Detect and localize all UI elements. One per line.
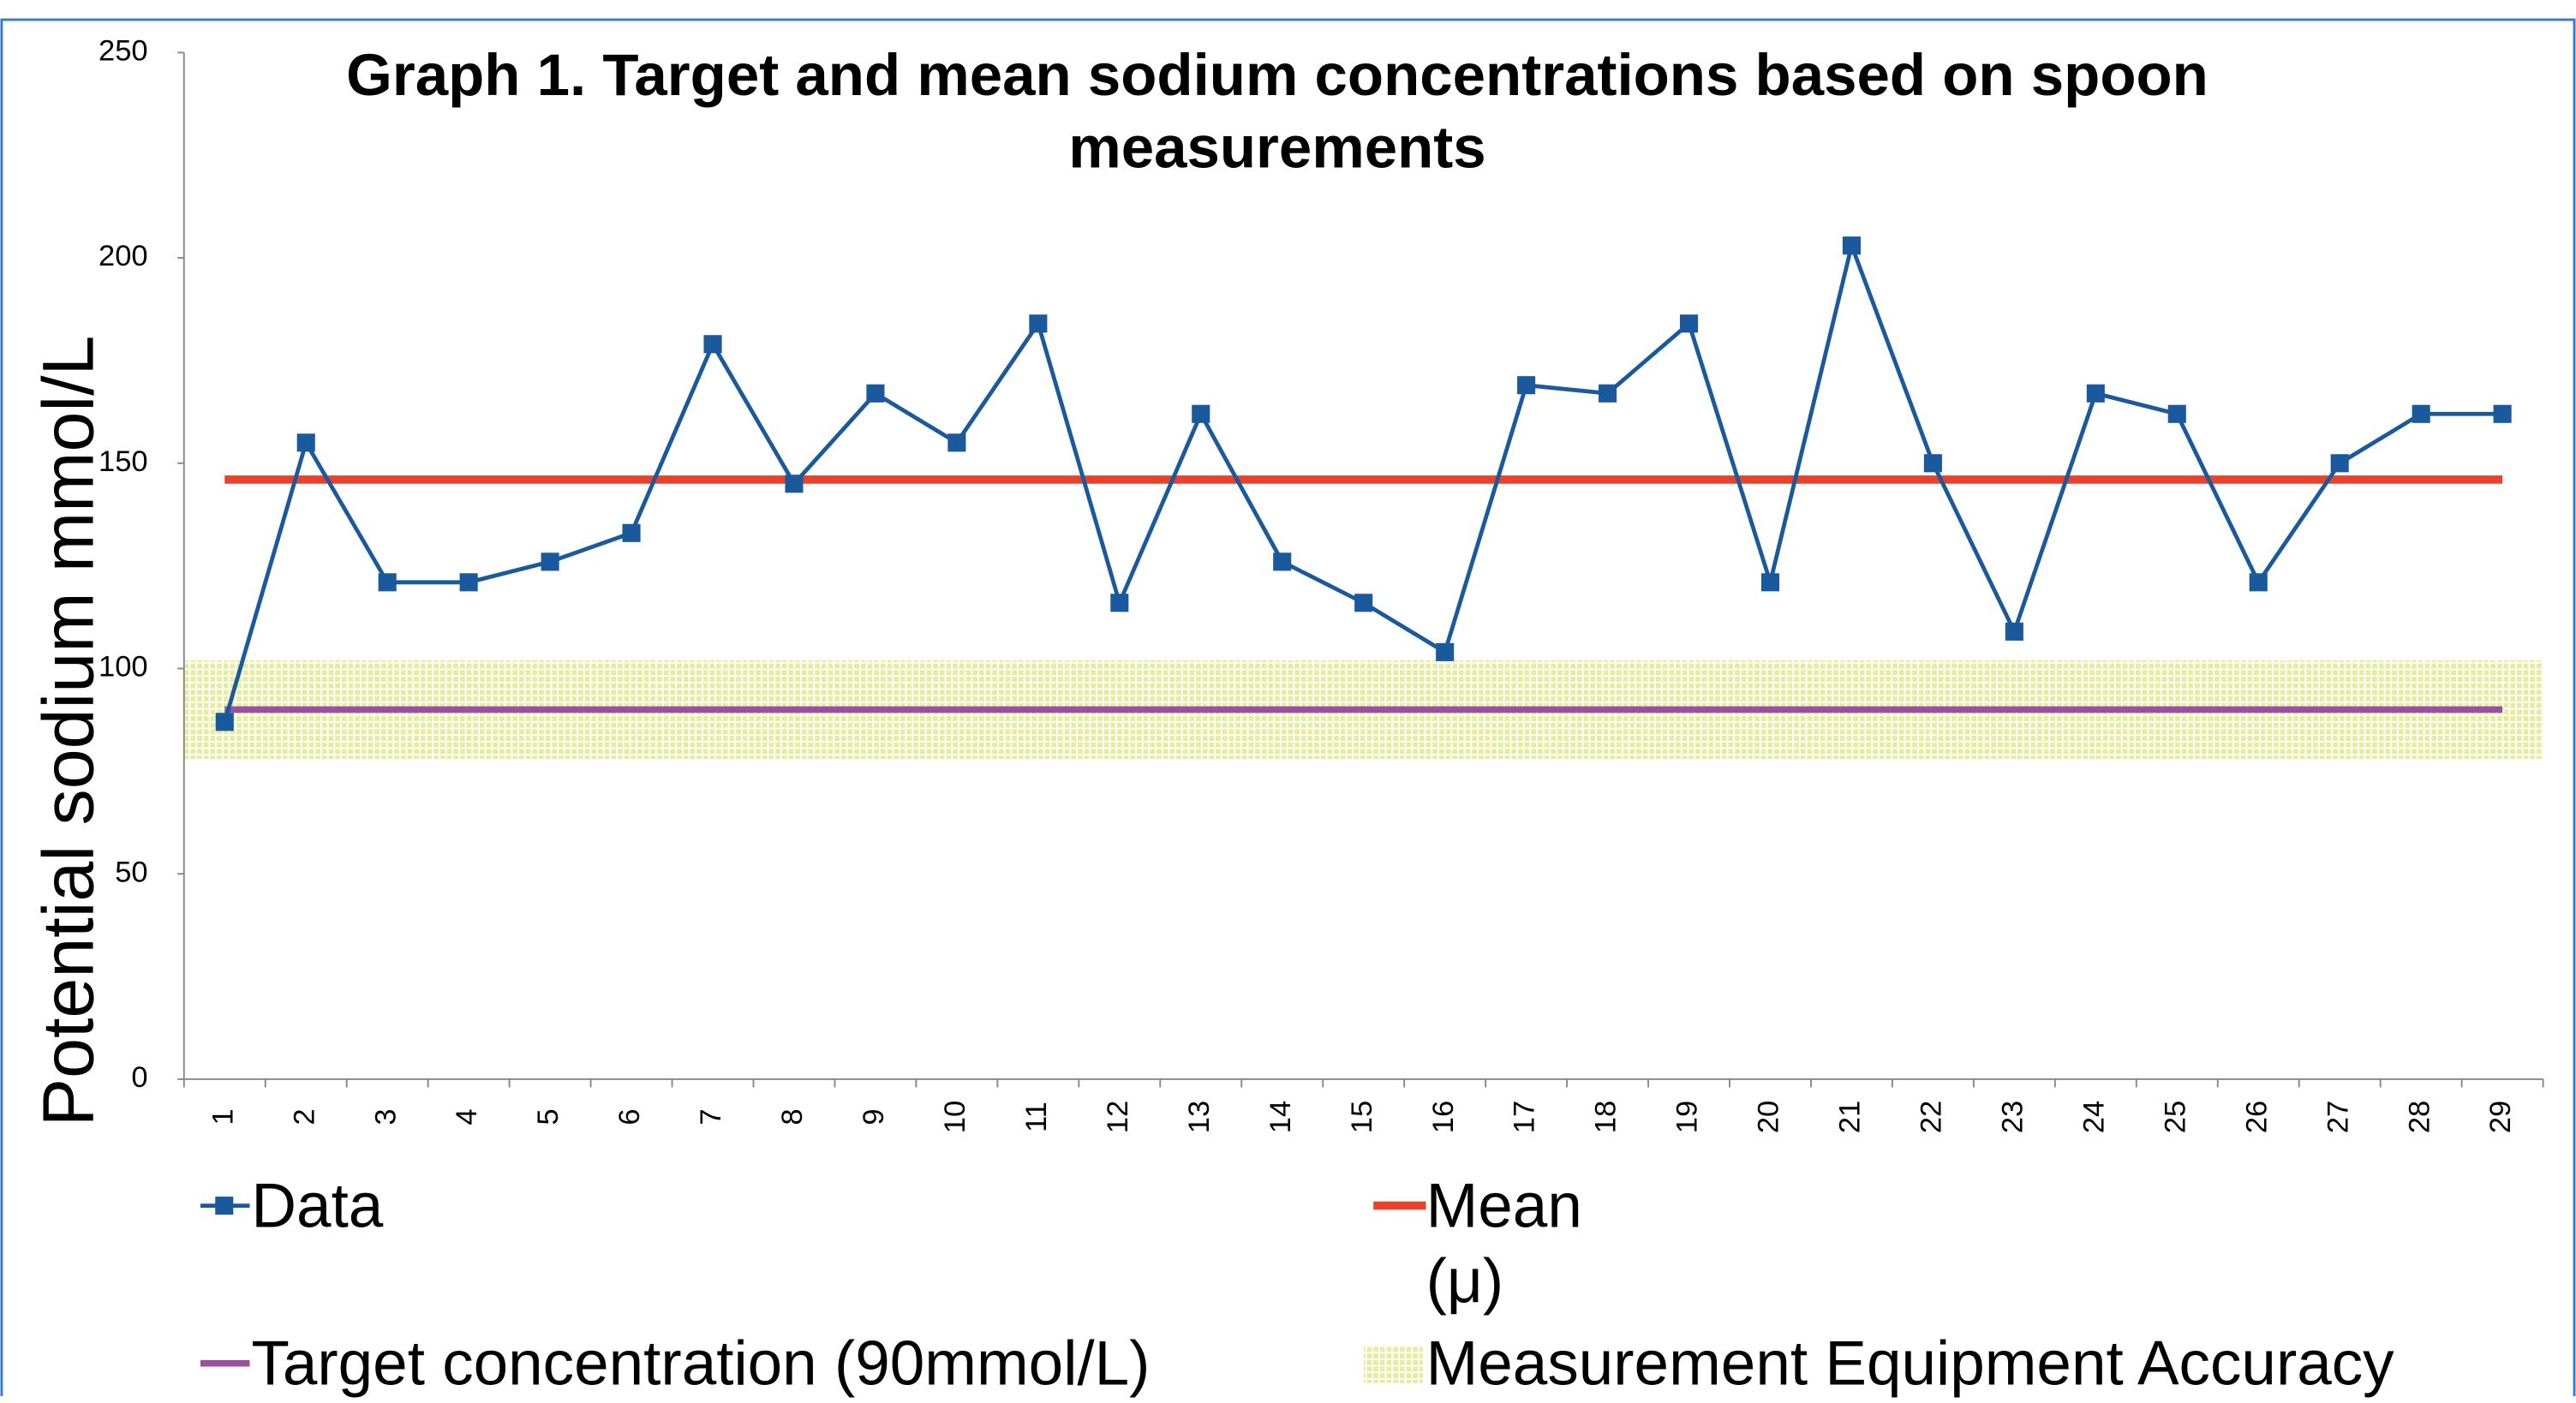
- x-tick-label: 21: [1834, 1101, 1867, 1133]
- x-tick-label: 5: [532, 1108, 565, 1125]
- x-tick-label: 4: [451, 1108, 483, 1125]
- x-tick-label: 18: [1590, 1101, 1623, 1133]
- x-tick-label: 3: [369, 1108, 402, 1125]
- data-marker: [1923, 454, 1942, 473]
- data-marker: [296, 433, 315, 452]
- y-tick-label: 200: [99, 240, 148, 272]
- x-tick-label: 26: [2240, 1101, 2273, 1133]
- data-marker: [2249, 573, 2268, 592]
- data-marker: [1029, 314, 1048, 333]
- data-marker: [1517, 376, 1536, 395]
- x-tick-label: 25: [2159, 1101, 2191, 1133]
- frame: [0, 18, 2576, 1397]
- data-marker: [1110, 594, 1129, 612]
- data-marker: [2086, 384, 2105, 403]
- x-tick-label: 28: [2403, 1101, 2436, 1133]
- legend-label: Data: [251, 1173, 384, 1242]
- data-marker: [1273, 552, 1292, 571]
- x-tick-label: 17: [1509, 1101, 1541, 1133]
- data-marker: [1436, 642, 1455, 661]
- data-marker: [622, 523, 641, 542]
- chart-title: Graph 1. Target and mean sodium concentr…: [346, 40, 2208, 181]
- x-tick-label: 2: [288, 1108, 320, 1125]
- data-marker: [1354, 594, 1373, 612]
- x-tick-label: 27: [2322, 1101, 2354, 1133]
- y-tick-label: 50: [115, 856, 147, 888]
- data-marker: [785, 475, 804, 493]
- legend-label: Target concentration (90mmol/L): [251, 1330, 1151, 1400]
- data-marker: [1679, 314, 1699, 333]
- data-marker: [866, 384, 885, 403]
- data-marker: [2493, 404, 2512, 423]
- legend-symbol: [215, 1197, 234, 1215]
- legend-label: Measurement Equipment Accuracy: [1425, 1330, 2394, 1400]
- data-marker: [215, 713, 234, 731]
- x-tick-label: 20: [1753, 1101, 1785, 1133]
- x-tick-label: 29: [2484, 1101, 2517, 1133]
- legend-symbol: [1363, 1346, 1423, 1383]
- data-marker: [541, 552, 559, 571]
- x-tick-label: 15: [1346, 1101, 1378, 1133]
- x-tick-label: 8: [776, 1108, 809, 1125]
- y-tick-label: 0: [131, 1061, 147, 1094]
- x-tick-label: 6: [613, 1108, 646, 1125]
- data-marker: [703, 335, 722, 354]
- x-tick-label: 24: [2077, 1101, 2110, 1133]
- legend-label: Mean (μ): [1425, 1173, 1582, 1317]
- x-tick-label: 23: [1996, 1101, 2029, 1133]
- x-tick-label: 11: [1020, 1102, 1053, 1132]
- data-marker: [459, 573, 478, 592]
- x-tick-label: 14: [1264, 1101, 1297, 1133]
- x-tick-label: 13: [1183, 1101, 1216, 1133]
- y-axis-label: Potential sodium mmol/L: [28, 336, 109, 1127]
- x-tick-label: 10: [939, 1101, 971, 1133]
- data-marker: [2167, 404, 2186, 423]
- data-marker: [2412, 404, 2430, 423]
- data-marker: [1760, 573, 1780, 592]
- data-marker: [2330, 454, 2349, 473]
- x-tick-label: 16: [1427, 1101, 1460, 1133]
- x-tick-label: 12: [1102, 1101, 1134, 1133]
- y-tick-label: 100: [99, 651, 148, 684]
- data-marker: [1599, 384, 1617, 403]
- x-tick-label: 9: [858, 1108, 890, 1125]
- x-tick-label: 1: [206, 1108, 239, 1125]
- data-marker: [378, 573, 397, 592]
- x-tick-label: 19: [1671, 1101, 1704, 1133]
- data-marker: [2005, 622, 2023, 641]
- data-marker: [1192, 404, 1210, 423]
- y-tick-label: 250: [99, 34, 148, 67]
- x-tick-label: 22: [1916, 1101, 1948, 1133]
- data-marker: [1842, 236, 1861, 255]
- x-tick-label: 7: [695, 1108, 727, 1125]
- data-marker: [947, 433, 966, 452]
- y-tick-label: 150: [99, 445, 148, 478]
